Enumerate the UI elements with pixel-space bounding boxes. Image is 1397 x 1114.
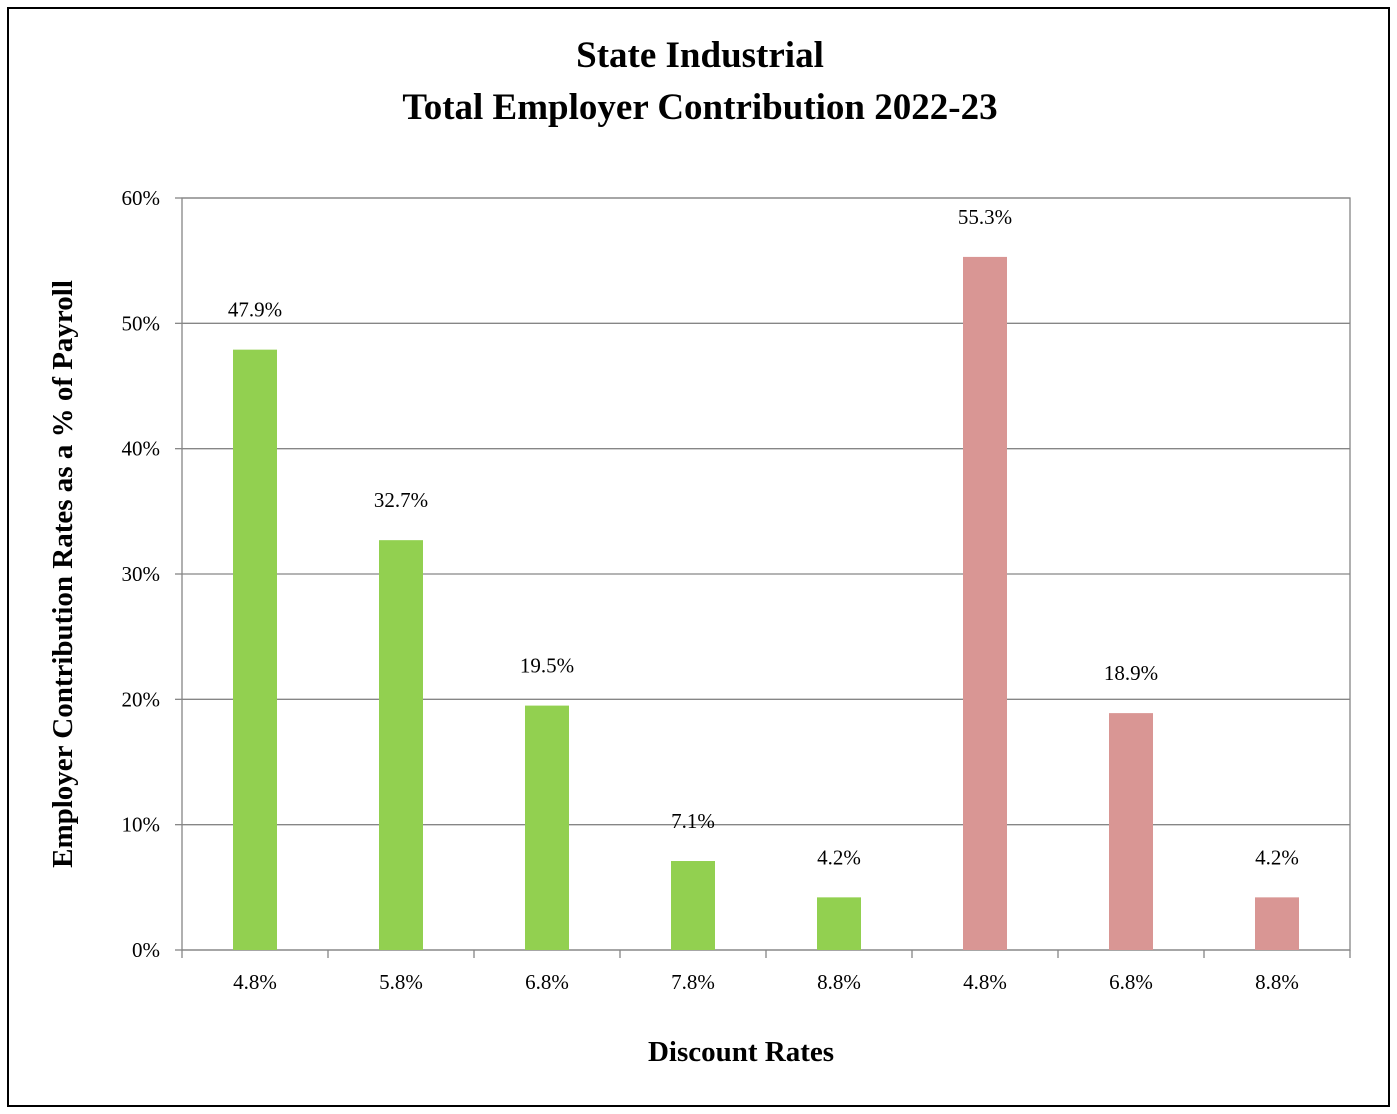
x-tick-label: 8.8% — [1255, 970, 1299, 994]
y-tick-label: 10% — [122, 813, 161, 837]
bar-data-label: 32.7% — [374, 488, 428, 512]
y-tick-label: 40% — [122, 437, 161, 461]
bar — [671, 861, 715, 950]
y-axis-title: Employer Contribution Rates as a % of Pa… — [47, 280, 79, 868]
x-axis-title: Discount Rates — [648, 1036, 834, 1068]
y-tick-label: 50% — [122, 311, 161, 335]
bar — [379, 540, 423, 950]
bar — [1255, 897, 1299, 950]
x-tick-label: 4.8% — [233, 970, 277, 994]
bar-data-label: 47.9% — [228, 298, 282, 322]
bar — [233, 349, 277, 950]
bar — [1109, 713, 1153, 950]
y-tick-label: 60% — [122, 186, 161, 210]
chart-title-line-1: State Industrial — [576, 35, 824, 76]
bar-data-label: 18.9% — [1104, 661, 1158, 685]
bar-data-label: 4.2% — [1255, 845, 1299, 869]
y-tick-label: 20% — [122, 687, 161, 711]
bar-data-label: 19.5% — [520, 654, 574, 678]
x-tick-label: 5.8% — [379, 970, 423, 994]
bar — [817, 897, 861, 950]
chart-title-line-2: Total Employer Contribution 2022-23 — [402, 87, 997, 128]
bar — [525, 705, 569, 950]
y-tick-label: 0% — [132, 938, 160, 962]
x-tick-label: 6.8% — [525, 970, 569, 994]
bar-data-label: 7.1% — [671, 809, 715, 833]
bar-data-label: 55.3% — [958, 205, 1012, 229]
x-tick-label: 4.8% — [963, 970, 1007, 994]
x-tick-label: 8.8% — [817, 970, 861, 994]
x-tick-label: 6.8% — [1109, 970, 1153, 994]
x-tick-label: 7.8% — [671, 970, 715, 994]
bar — [963, 256, 1007, 950]
y-tick-label: 30% — [122, 562, 161, 586]
bar-data-label: 4.2% — [817, 845, 861, 869]
plot-area: 0% 10% 20% 30% 40% 50% 60% 47.9% 4.8% 32.7% 5.8% 19… — [122, 186, 1351, 994]
